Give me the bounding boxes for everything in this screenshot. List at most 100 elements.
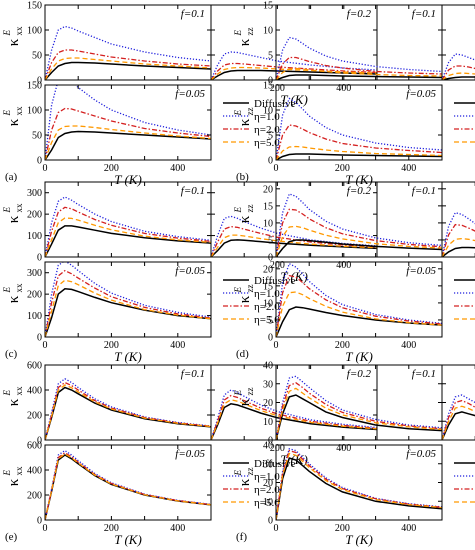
subplot-f-0-2: f=0.2: [441, 181, 475, 258]
series-line-0: [45, 130, 211, 160]
y-axis-subscript: xx: [14, 26, 24, 36]
y-tick-label: 100: [27, 106, 42, 117]
axes-frame: [44, 84, 212, 161]
y-axis-symbol: κ: [6, 215, 22, 223]
x-tick-label: 0: [274, 523, 279, 534]
subplot-label: f=0.1: [181, 185, 205, 197]
series-line-3: [442, 72, 475, 80]
subplot-f-0-2: f=0.2: [210, 4, 378, 81]
y-axis-symbol: κ: [6, 118, 22, 126]
subplot-label: f=0.05: [175, 265, 205, 277]
subplot-f-0-2: f=0.2: [210, 181, 378, 258]
y-tick-label: 300: [27, 268, 42, 279]
subplot-label: f=0.2: [347, 368, 372, 380]
y-tick-label: 0: [37, 253, 42, 264]
y-axis-symbol: κ: [237, 478, 253, 486]
y-tick-label: 200: [27, 491, 42, 502]
y-tick-label: 30: [263, 379, 273, 390]
y-tick-label: 5: [268, 131, 273, 142]
axes-frame: [441, 4, 475, 81]
y-tick-label: 100: [27, 26, 42, 37]
subplot-label: f=0.1: [181, 368, 205, 380]
series-line-0: [45, 454, 211, 520]
series-line-3: [211, 399, 377, 440]
y-tick-label: 5: [268, 315, 273, 326]
series-line-2: [45, 452, 211, 520]
panel-letter: (d): [236, 348, 249, 360]
subplot-f-0-2: f=0.2: [441, 4, 475, 81]
panel-f: 010203040f=0.1f=0.2010203040f=0.05020040…: [233, 361, 475, 547]
y-tick-label: 300: [27, 188, 42, 199]
y-tick-label: 5: [268, 51, 273, 62]
subplot-label: f=0.05: [406, 88, 436, 100]
series-line-1: [45, 449, 211, 520]
subplot-f-0-1: 0 200 400 600 f=0.1: [27, 361, 212, 447]
series-line-0: [276, 457, 442, 520]
series-line-1: [45, 262, 211, 337]
series-line-1: [45, 85, 211, 160]
y-tick-label: 10: [263, 26, 273, 37]
y-axis-subscript: xx: [14, 106, 24, 116]
series-line-2: [276, 208, 442, 257]
y-tick-label: 10: [263, 106, 273, 117]
series-line-2: [45, 107, 211, 160]
panel-d: 05101520f=0.1f=0.205101520f=0.0502004002…: [233, 181, 475, 364]
legend-label: Diffusive: [254, 458, 295, 470]
series-line-3: [211, 234, 377, 257]
subplot-f-0-1: 0 5 10 15 20 f=0.1: [263, 181, 443, 264]
y-axis-label: κ xxE: [2, 26, 24, 46]
y-tick-label: 10: [263, 298, 273, 309]
x-tick-label: 400: [170, 163, 185, 174]
panel-letter: (b): [236, 171, 249, 183]
y-tick-label: 50: [32, 51, 42, 62]
y-tick-label: 600: [27, 441, 42, 452]
subplot-label: f=0.1: [412, 185, 436, 197]
y-axis-superscript: E: [233, 470, 243, 477]
y-tick-label: 600: [27, 361, 42, 372]
subplot-f-0-05: 0 10 20 30 40 f=0.05: [263, 441, 443, 527]
series-line-2: [276, 56, 442, 80]
y-axis-symbol: κ: [6, 478, 22, 486]
y-tick-label: 400: [27, 466, 42, 477]
y-tick-label: 40: [263, 361, 273, 372]
series-line-3: [442, 237, 475, 257]
y-axis-subscript: zz: [245, 108, 255, 116]
y-axis-subscript: xx: [14, 386, 24, 396]
y-tick-label: 100: [27, 231, 42, 242]
y-tick-label: 10: [263, 218, 273, 229]
y-axis-label: κ xxE: [2, 283, 24, 303]
y-axis-symbol: κ: [237, 215, 253, 223]
x-tick-label: 200: [270, 83, 285, 94]
y-axis-superscript: E: [233, 287, 243, 294]
series-line-2: [211, 225, 377, 257]
series-line-0: [45, 288, 211, 337]
y-tick-label: 200: [27, 411, 42, 422]
series-line-1: [45, 196, 211, 257]
legend-label: η=1.0: [254, 471, 280, 483]
y-axis-superscript: E: [233, 110, 243, 117]
series-line-0: [211, 239, 377, 257]
y-axis-subscript: zz: [245, 468, 255, 476]
legend-label: η=2.0: [254, 124, 280, 136]
y-tick-label: 10: [263, 497, 273, 508]
y-axis-symbol: κ: [6, 295, 22, 303]
x-tick-label: 0: [43, 163, 48, 174]
subplot-f-0-1: 0 100 200 300 f=0.1: [27, 181, 212, 264]
subplot-label: f=0.1: [412, 8, 436, 20]
y-tick-label: 15: [263, 281, 273, 292]
series-line-1: [45, 378, 211, 440]
series-line-0: [276, 153, 442, 160]
series-line-2: [442, 223, 475, 257]
y-axis-label: κ zzE: [233, 468, 255, 487]
y-tick-label: 150: [27, 81, 42, 92]
series-line-2: [442, 399, 475, 440]
x-tick-label: 400: [401, 523, 416, 534]
subplot-label: f=0.2: [347, 185, 372, 197]
series-line-1: [211, 215, 377, 257]
subplot-label: f=0.1: [412, 368, 436, 380]
y-axis-label: κ xxE: [2, 386, 24, 406]
